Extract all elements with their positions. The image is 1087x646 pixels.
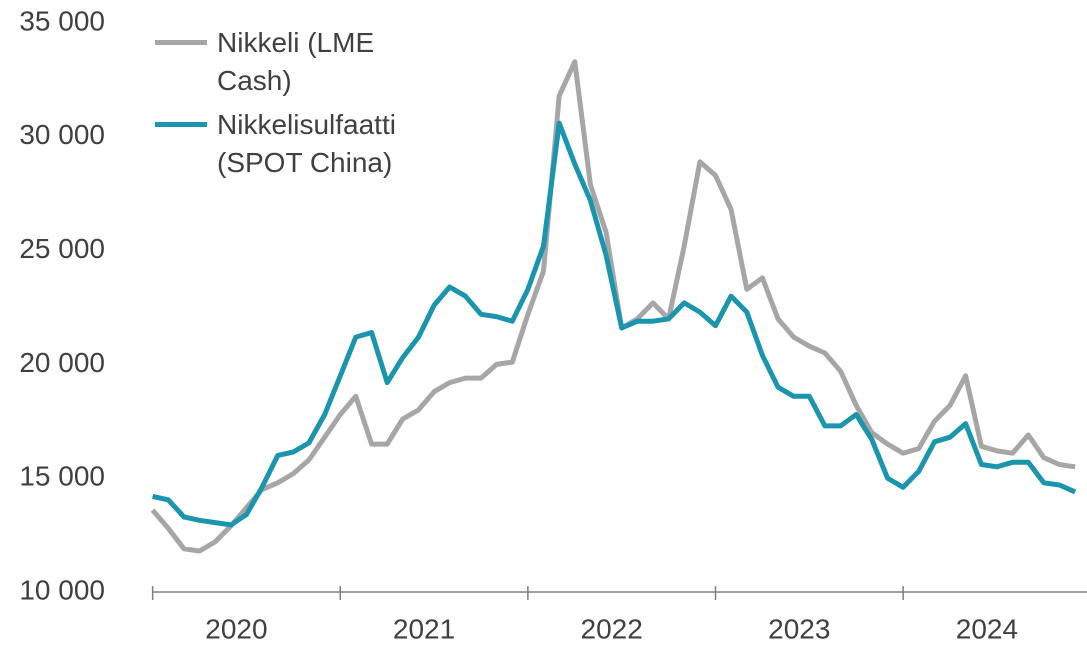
- x-tick-label: 2021: [393, 613, 455, 644]
- legend: Nikkeli (LME Cash) Nikkelisulfaatti (SPOT…: [155, 24, 455, 188]
- y-tick-label: 20 000: [19, 347, 105, 378]
- legend-swatch: [155, 40, 207, 45]
- series-line: [152, 120, 1077, 528]
- legend-label: Nikkeli (LME Cash): [217, 27, 375, 96]
- legend-label: Nikkelisulfaatti (SPOT China): [217, 109, 396, 178]
- x-tick-label: 2020: [205, 613, 267, 644]
- legend-item: Nikkelisulfaatti (SPOT China): [155, 106, 455, 182]
- y-tick-label: 15 000: [19, 461, 105, 492]
- legend-item: Nikkeli (LME Cash): [155, 24, 455, 100]
- x-tick-label: 2022: [581, 613, 643, 644]
- y-tick-label: 25 000: [19, 233, 105, 264]
- x-tick-label: 2024: [956, 613, 1018, 644]
- y-tick-label: 35 000: [19, 5, 105, 36]
- y-tick-label: 10 000: [19, 574, 105, 605]
- legend-swatch: [155, 122, 207, 127]
- x-tick-label: 2023: [768, 613, 830, 644]
- y-tick-label: 30 000: [19, 119, 105, 150]
